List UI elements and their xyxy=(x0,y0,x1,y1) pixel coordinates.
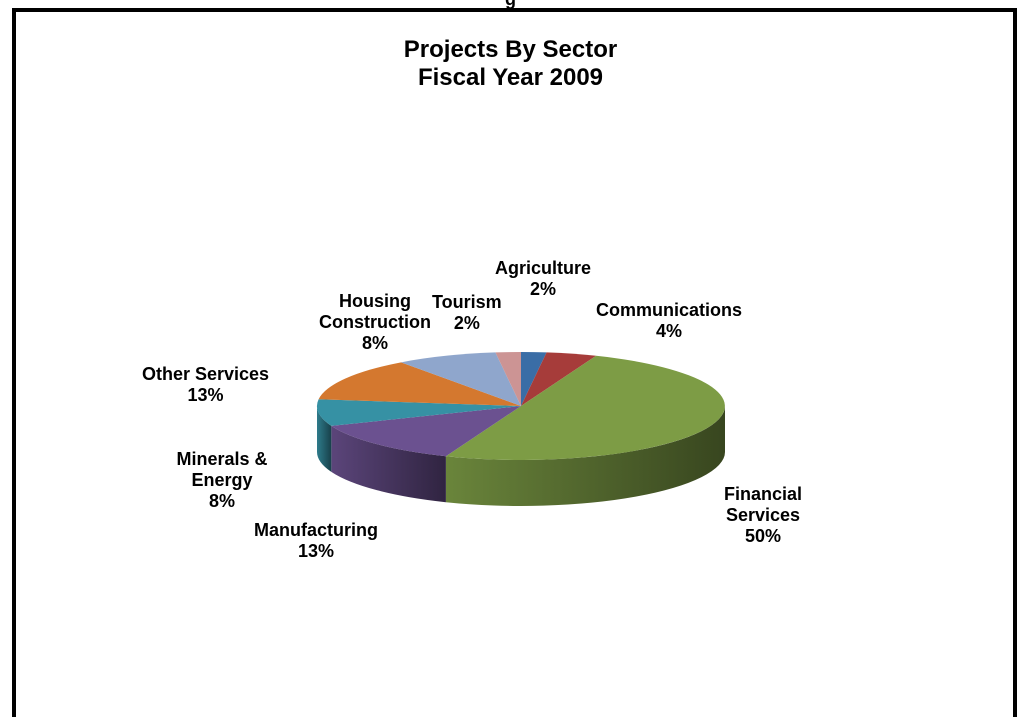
slice-name-other-services: Other Services xyxy=(142,364,270,384)
slice-label-other-services: Other Services 13% xyxy=(142,364,269,406)
pie-slice-agriculture xyxy=(521,352,547,406)
pie-side-walls xyxy=(317,406,725,506)
slice-label-minerals-energy: Minerals & Energy 8% xyxy=(160,449,284,512)
slice-name-housing-construction: Housing Construction xyxy=(319,291,431,332)
slice-percent-minerals-energy: 8% xyxy=(208,491,235,511)
chart-subtitle: Fiscal Year 2009 xyxy=(417,64,604,91)
slice-name-tourism: Tourism xyxy=(432,292,502,312)
pie-slice-manufacturing xyxy=(331,406,521,457)
slice-name-financial-services: Financial Services xyxy=(723,484,803,525)
pie-slice-tourism xyxy=(495,352,521,406)
header-partial-text: g xyxy=(0,0,1021,8)
pie-side-manufacturing xyxy=(331,425,446,503)
slice-percent-financial-services: 50% xyxy=(744,526,782,546)
pie-slice-housing-construction xyxy=(401,352,521,406)
slice-percent-tourism: 2% xyxy=(453,313,480,333)
pie-slice-other-services xyxy=(318,362,521,406)
slice-percent-other-services: 13% xyxy=(187,385,224,405)
slice-name-communications: Communications xyxy=(596,300,743,320)
slice-percent-communications: 4% xyxy=(656,321,683,341)
chart-title: Projects By Sector xyxy=(403,36,618,63)
slice-label-manufacturing: Manufacturing 13% xyxy=(254,520,378,562)
pie-slice-financial-services xyxy=(445,355,725,460)
slice-label-financial-services: Financial Services 50% xyxy=(708,484,818,547)
pie-side-minerals-energy xyxy=(317,406,332,472)
top-strip: g xyxy=(0,0,1021,8)
slice-label-housing-construction: Housing Construction 8% xyxy=(304,291,446,354)
slice-percent-housing-construction: 8% xyxy=(361,333,388,353)
slice-label-tourism: Tourism 2% xyxy=(432,292,502,334)
pie-top-faces xyxy=(317,352,725,460)
pie-slice-minerals-energy xyxy=(317,399,521,426)
pie-side-financial-services xyxy=(445,406,725,506)
slice-percent-manufacturing: 13% xyxy=(297,541,335,561)
slice-label-agriculture: Agriculture 2% xyxy=(495,258,591,300)
slice-name-manufacturing: Manufacturing xyxy=(254,520,378,540)
slice-label-communications: Communications 4% xyxy=(596,300,742,342)
pie-slice-communications xyxy=(521,352,597,406)
slice-percent-agriculture: 2% xyxy=(530,279,557,299)
slice-name-minerals-energy: Minerals & Energy xyxy=(176,449,268,490)
slice-name-agriculture: Agriculture xyxy=(495,258,592,278)
